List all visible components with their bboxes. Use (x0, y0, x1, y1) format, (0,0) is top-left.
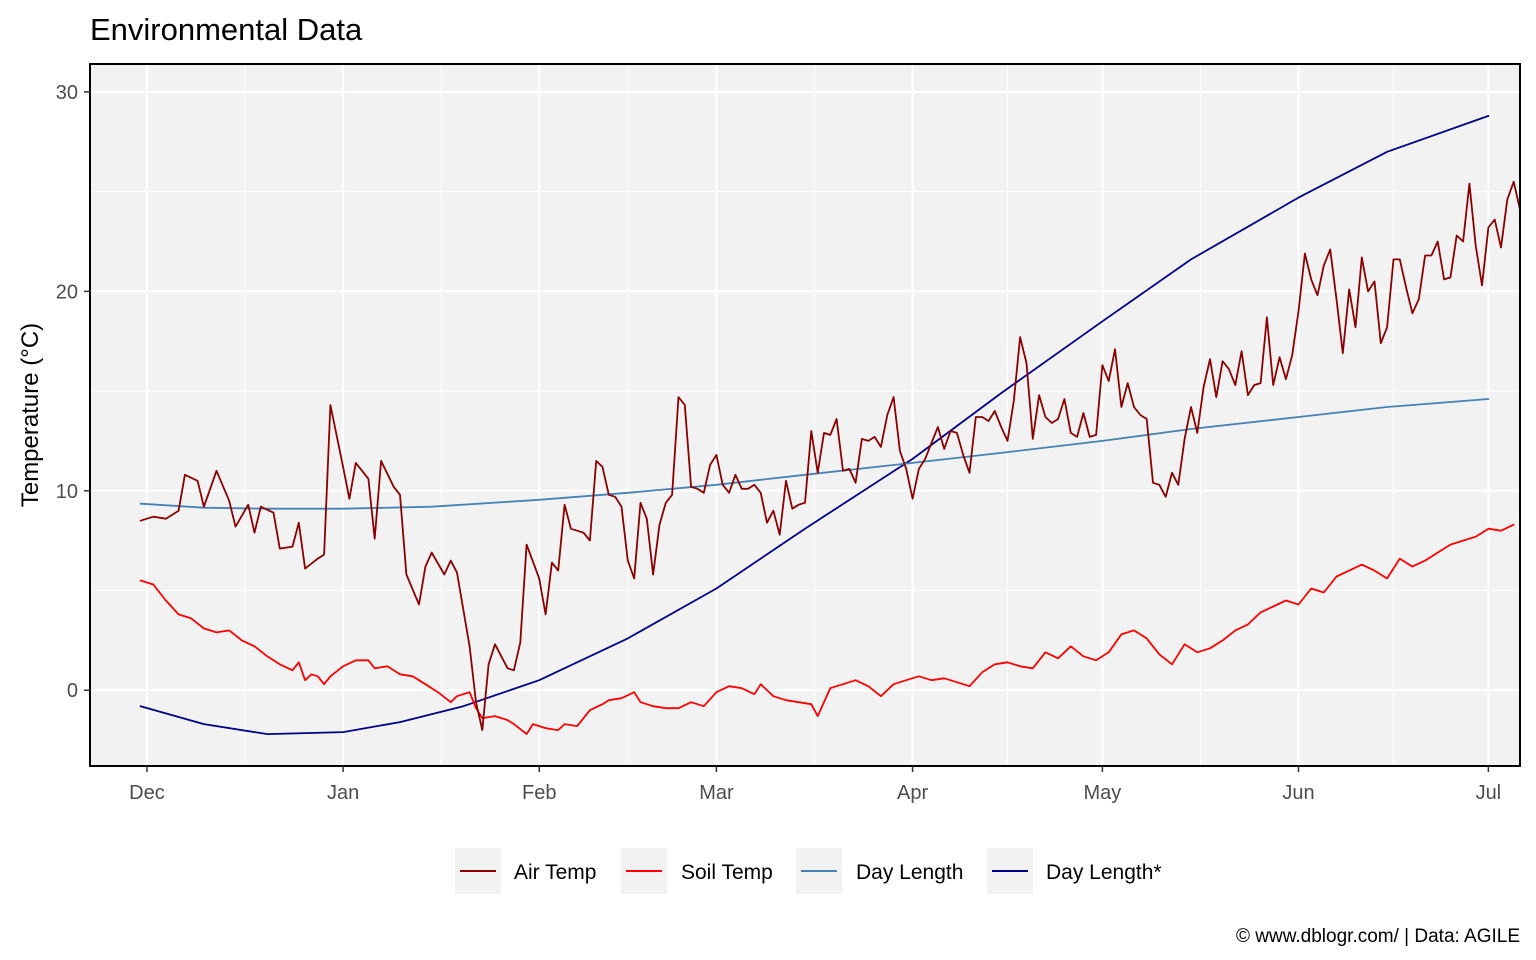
plot-panel (90, 64, 1520, 766)
plot-border (89, 63, 1521, 767)
series-line-day-length (139, 398, 1490, 510)
series-line-soil-temp (139, 523, 1515, 735)
y-tick-label: 20 (56, 281, 78, 303)
x-tick-label: Dec (129, 782, 165, 804)
x-axis: Dec Jan Feb Mar Apr May Jun Jul (129, 766, 1501, 804)
legend-label: Soil Temp (681, 861, 773, 884)
series-lines (139, 115, 1521, 735)
x-tick-label: Feb (522, 782, 556, 804)
x-tick-label: Jun (1282, 782, 1314, 804)
series-line-day-length (139, 115, 1490, 735)
legend-item-soil-temp: Soil Temp (621, 848, 773, 894)
legend-label: Day Length* (1046, 861, 1162, 884)
x-tick-label: May (1083, 782, 1121, 804)
y-tick-label: 10 (56, 481, 78, 503)
legend-label: Air Temp (514, 861, 596, 884)
x-tick-label: Mar (699, 782, 734, 804)
y-tick-label: 30 (56, 82, 78, 104)
chart-title: Environmental Data (90, 12, 363, 47)
x-tick-label: Jul (1476, 782, 1502, 804)
legend-item-day-length: Day Length* (987, 848, 1162, 894)
y-tick-label: 0 (67, 680, 78, 702)
x-tick-label: Jan (327, 782, 359, 804)
y-axis: 0 10 20 30 (56, 82, 90, 702)
x-tick-label: Apr (897, 782, 928, 804)
series-line-air-temp (139, 180, 1521, 731)
caption: © www.dblogr.com/ | Data: AGILE (1236, 926, 1520, 947)
legend-item-day-length: Day Length (796, 848, 963, 894)
legend-label: Day Length (856, 861, 963, 884)
legend-item-air-temp: Air Temp (455, 848, 596, 894)
legend: Air Temp Soil Temp Day Length Day Length* (455, 848, 1162, 894)
y-axis-title: Temperature (°C) (17, 323, 44, 507)
gridlines (90, 64, 1520, 766)
